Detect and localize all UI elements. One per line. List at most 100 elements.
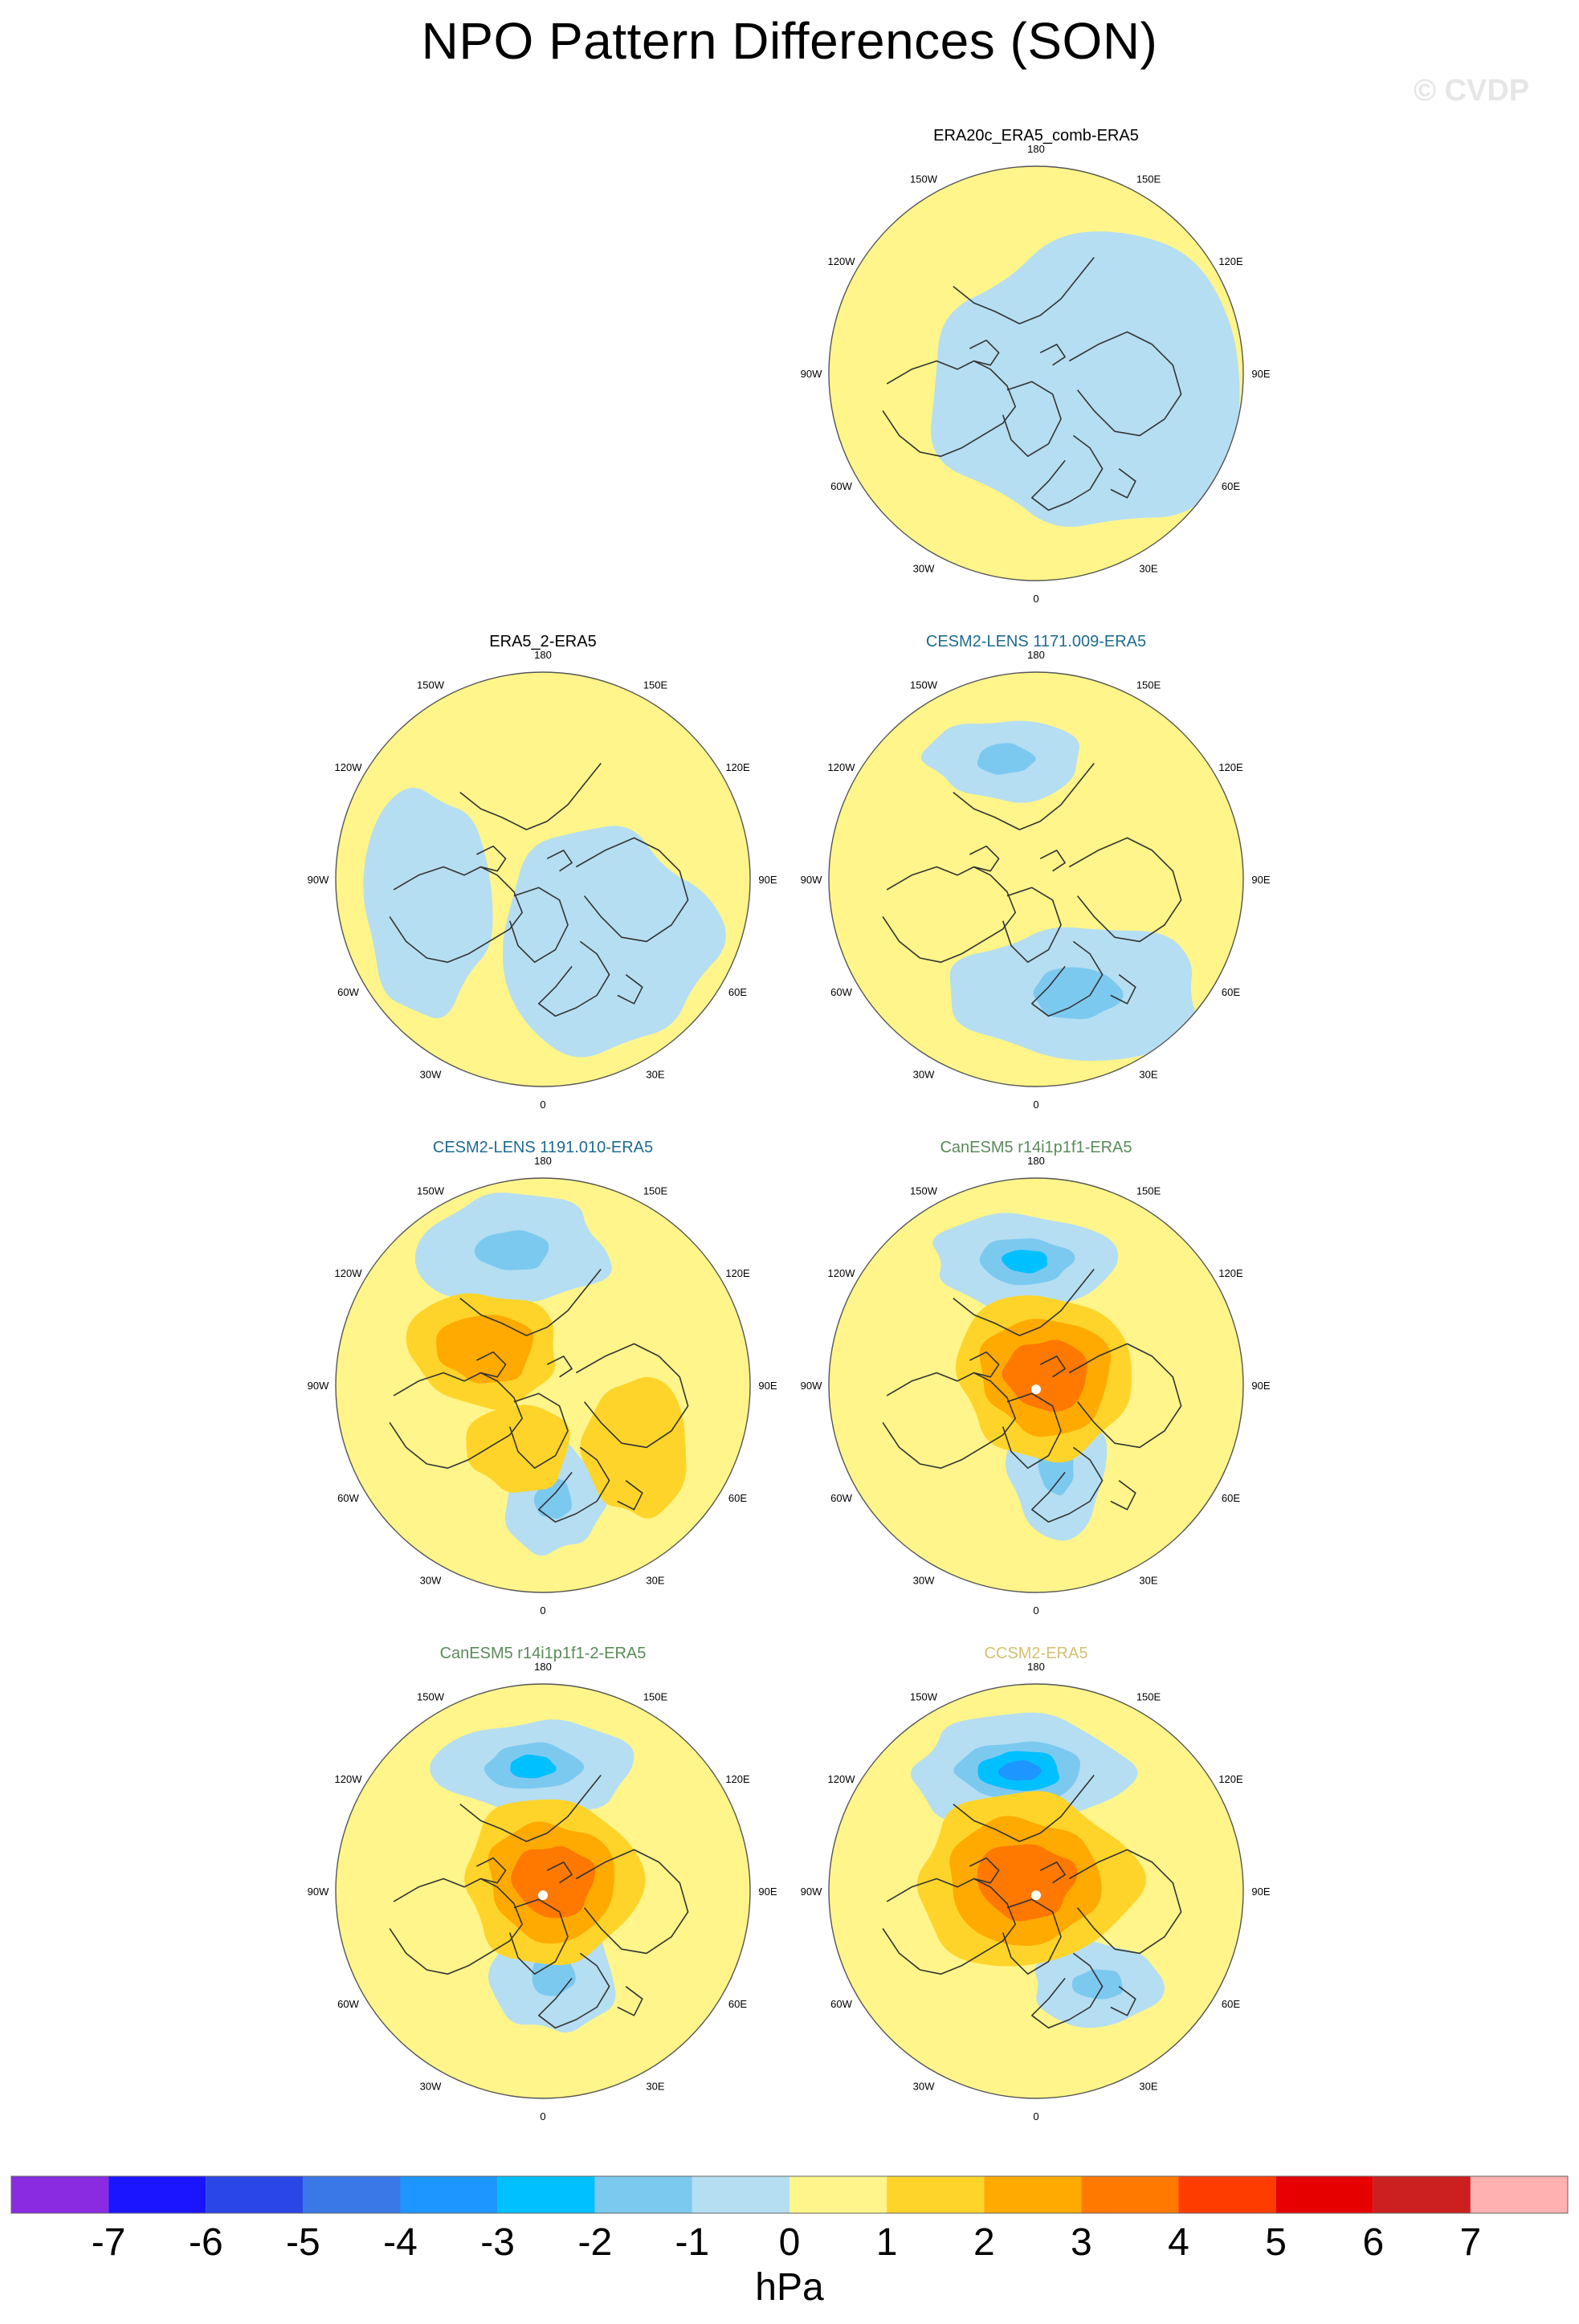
watermark-text: © CVDP (1414, 74, 1530, 108)
lon-label: 90E (758, 1886, 777, 1898)
coastline-segment (1031, 1952, 1104, 2029)
coastline-segment (1031, 1446, 1104, 1523)
colorbar-swatch (11, 2176, 109, 2213)
colorbar-swatch (303, 2176, 401, 2213)
lon-label: 60E (728, 1998, 747, 2010)
lon-label: 180 (1027, 1155, 1045, 1167)
lon-label: 30W (913, 1575, 935, 1587)
lon-label: 150W (910, 173, 938, 186)
map-border (828, 671, 1244, 1087)
coastline-segment (389, 866, 523, 963)
coastlines (389, 1269, 689, 1523)
colorbar-swatch (692, 2176, 790, 2213)
coastline-segment (969, 845, 1000, 872)
coastline-segment (1002, 381, 1062, 457)
contour-positive-1 (580, 1376, 687, 1519)
coastline-segment (953, 1269, 1095, 1336)
coastline-segment (1002, 1898, 1062, 1975)
lon-label: 120W (828, 1773, 856, 1785)
coastline-segment (459, 1775, 602, 1842)
coastlines (389, 763, 689, 1017)
coastline-segment (1068, 1849, 1182, 1955)
colorbar-swatch (206, 2176, 304, 2213)
pole-marker (538, 1890, 548, 1901)
coastline-segment (476, 845, 507, 872)
coastline-segment (508, 887, 569, 963)
contour-negative-2 (510, 1754, 557, 1779)
lon-label: 0 (1033, 1099, 1038, 1111)
lon-label: 60W (337, 1492, 359, 1504)
colorbar-unit-label: hPa (755, 2266, 824, 2309)
panel-title: CanESM5 r14i1p1f1-2-ERA5 (440, 1645, 647, 1662)
coastline-segment (1002, 1392, 1062, 1469)
coastline-segment (969, 1351, 1000, 1378)
lon-label: 120W (335, 1773, 363, 1785)
lon-label: 60E (1222, 986, 1240, 998)
lon-label: 0 (1033, 593, 1038, 605)
coastline-segment (1002, 887, 1062, 963)
contour-negative-2 (1002, 1250, 1048, 1274)
colorbar-tick-label: -2 (577, 2221, 612, 2264)
pole-marker (1031, 1890, 1041, 1901)
colorbar-swatch (790, 2176, 887, 2213)
coastline-segment (617, 974, 643, 1005)
colorbar: -7 -6 -5 -4 -3 -2 -1 0 1 2 3 4 5 6 7 hPa (10, 2175, 1569, 2309)
colorbar-tick-label: -4 (383, 2221, 418, 2264)
lon-label: 150W (910, 1691, 938, 1703)
lon-label: 30E (1139, 2081, 1157, 2093)
lon-label: 60W (337, 1998, 359, 2010)
lon-label: 30E (1139, 1575, 1157, 1587)
coastline-segment (389, 1878, 523, 1975)
coastline-segment (882, 360, 1016, 457)
coastline-segment (538, 1952, 610, 2029)
contour-positive-3 (977, 1844, 1078, 1922)
coastline-segment (459, 1269, 602, 1336)
coastline-segment (1039, 1356, 1066, 1378)
lon-label: 150E (643, 679, 668, 691)
lon-label: 60W (830, 1492, 852, 1504)
lon-label: 90W (308, 874, 329, 886)
coastline-segment (538, 940, 610, 1017)
lon-label: 120W (335, 1267, 363, 1279)
coastline-segment (953, 763, 1095, 830)
lon-label: 180 (534, 1155, 552, 1167)
coastline-segment (476, 1351, 507, 1378)
coastline-segment (459, 763, 602, 830)
panel-title: ERA20c_ERA5_comb-ERA5 (933, 127, 1139, 145)
lon-label: 120W (335, 761, 363, 773)
lon-label: 180 (1027, 143, 1045, 155)
colorbar-tick-label: 2 (973, 2221, 995, 2264)
lon-label: 30W (913, 563, 935, 575)
colorbar-tick-label: 7 (1460, 2221, 1482, 2264)
coastlines (882, 1269, 1182, 1523)
lon-label: 60E (1222, 1492, 1240, 1504)
contour-negative-3 (998, 1759, 1042, 1781)
lon-label: 90W (308, 1886, 329, 1898)
lon-label: 60W (830, 986, 852, 998)
coastline-segment (575, 837, 689, 943)
lon-label: 120W (828, 1267, 856, 1279)
contour-negative-0 (363, 788, 493, 1019)
contour-positive-1 (466, 1405, 570, 1493)
lon-label: 120W (828, 761, 856, 773)
lon-label: 60W (830, 480, 852, 492)
contour-negative-1 (474, 1229, 549, 1270)
colorbar-swatch (400, 2176, 498, 2213)
panel-title: CESM2-LENS 1191.010-ERA5 (433, 1139, 653, 1156)
lon-label: 180 (1027, 1661, 1045, 1673)
lon-label: 120E (725, 761, 750, 773)
lon-label: 150E (1136, 1691, 1161, 1703)
panel-title: CESM2-LENS 1171.009-ERA5 (926, 633, 1146, 650)
lon-label: 180 (534, 1661, 552, 1673)
lon-label: 60W (830, 1998, 852, 2010)
lon-label: 0 (540, 2110, 545, 2122)
colorbar-tick-label: 0 (779, 2221, 801, 2264)
page-title: NPO Pattern Differences (SON) (421, 12, 1158, 70)
lon-label: 150E (643, 1185, 668, 1197)
lon-label: 150W (417, 1185, 445, 1197)
coastline-segment (575, 1343, 689, 1449)
pole-marker (1031, 1384, 1041, 1395)
